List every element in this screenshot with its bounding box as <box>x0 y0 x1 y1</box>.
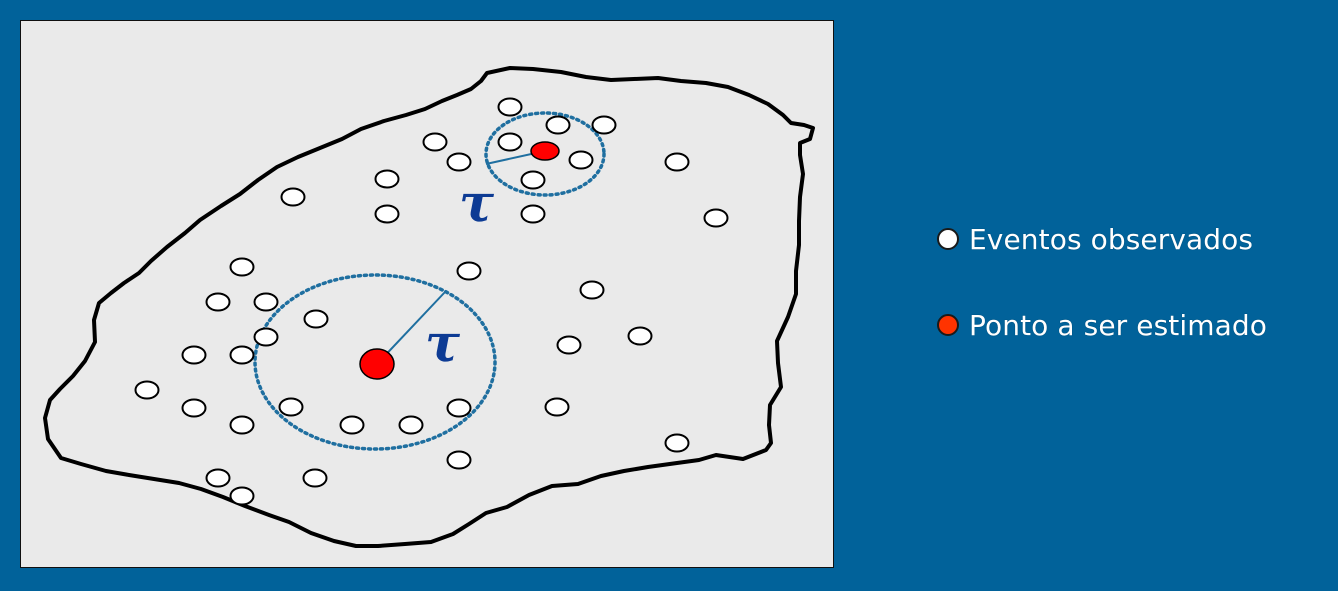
event-circle <box>278 397 304 417</box>
event-circle <box>181 345 207 365</box>
event-circle <box>205 468 231 488</box>
event-circle <box>579 280 605 300</box>
event-circle <box>253 327 279 347</box>
tau-label-large: τ <box>425 313 461 374</box>
event-circle <box>446 398 472 418</box>
event-circle <box>374 169 400 189</box>
event-circle <box>627 326 653 346</box>
event-circle <box>664 152 690 172</box>
event-circle <box>556 335 582 355</box>
event-circle <box>544 397 570 417</box>
event-circle <box>591 115 617 135</box>
study-region-outline <box>43 66 815 548</box>
event-circle <box>664 433 690 453</box>
event-circle <box>253 292 279 312</box>
event-circle <box>339 415 365 435</box>
event-circle <box>520 204 546 224</box>
large-bandwidth-ring <box>253 273 497 451</box>
event-circle <box>446 152 472 172</box>
event-circle <box>422 132 448 152</box>
event-circle <box>456 261 482 281</box>
kernel-diagram: ττ <box>43 66 815 548</box>
legend-item-events: Eventos observados <box>937 221 1253 257</box>
event-circle <box>205 292 231 312</box>
event-circle <box>497 132 523 152</box>
event-circle <box>520 170 546 190</box>
event-circle <box>229 486 255 506</box>
estimate-point-small <box>530 141 560 161</box>
small-bandwidth-ring <box>484 111 606 197</box>
event-circle <box>703 208 729 228</box>
estimate-point-large <box>359 348 395 380</box>
event-circle <box>446 450 472 470</box>
tau-label-small: τ <box>459 173 495 234</box>
event-circle <box>280 187 306 207</box>
event-circle <box>181 398 207 418</box>
event-circle <box>229 257 255 277</box>
event-circle <box>229 345 255 365</box>
legend-label-events: Eventos observados <box>969 222 1254 256</box>
event-circle <box>398 415 424 435</box>
event-circle <box>134 380 160 400</box>
event-circle <box>545 115 571 135</box>
event-circle <box>229 415 255 435</box>
event-circle <box>374 204 400 224</box>
white-circle-icon <box>937 228 959 250</box>
event-circle <box>568 150 594 170</box>
event-circle <box>497 97 523 117</box>
red-circle-icon <box>937 314 959 336</box>
legend-label-estimate: Ponto a ser estimado <box>969 308 1267 342</box>
event-circle <box>302 468 328 488</box>
event-circle <box>303 309 329 329</box>
legend-item-estimate: Ponto a ser estimado <box>937 307 1267 343</box>
